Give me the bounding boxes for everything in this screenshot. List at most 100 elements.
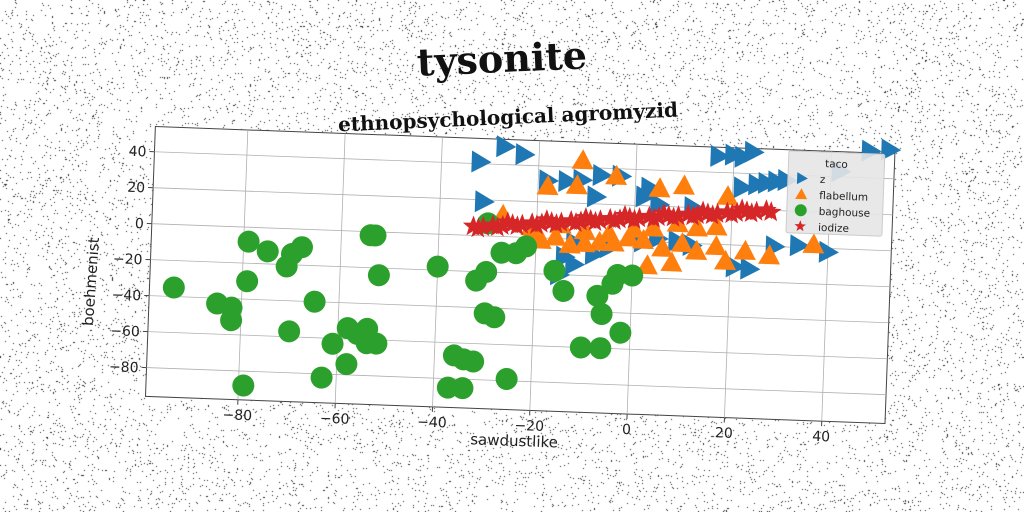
y-grid-line: [147, 331, 888, 360]
legend-flabellum-marker: [795, 188, 808, 200]
flabellum-marker: [631, 228, 654, 250]
z-marker: [880, 138, 902, 161]
z-marker: [471, 150, 492, 173]
legend-iodize-marker: [794, 220, 806, 232]
y-axis-label: boehmenist: [79, 237, 103, 327]
z-marker: [496, 135, 517, 158]
flabellum-marker: [573, 219, 596, 240]
flabellum-marker: [588, 230, 611, 252]
x-grid-line: [334, 133, 346, 404]
baghouse-marker: [220, 309, 243, 332]
flabellum-marker: [617, 226, 640, 247]
flabellum-marker: [685, 239, 708, 261]
legend-flabellum-label: flabellum: [819, 190, 868, 204]
legend-baghouse-marker: [794, 204, 807, 217]
flabellum-marker: [758, 244, 781, 265]
flabellum-marker: [544, 225, 567, 246]
baghouse-marker: [451, 377, 474, 400]
flabellum-marker: [672, 174, 695, 195]
y-tick-label: 20: [127, 180, 145, 197]
iodize-marker: [487, 216, 509, 237]
flabellum-marker: [733, 239, 756, 261]
series-flabellum: [491, 149, 825, 275]
grid-lines: [146, 129, 894, 422]
iodize-marker: [565, 212, 587, 233]
legend: taco z flabellum baghouse iodize: [785, 150, 886, 237]
y-tick-label: −40: [111, 287, 141, 304]
iodize-marker: [662, 206, 684, 227]
plot-area: −80 −60 −40 −20 0 20 40 −80 −60 −40 −20 0 20 40 taco…: [109, 126, 902, 451]
iodize-marker: [497, 211, 519, 232]
iodize-marker: [614, 204, 636, 225]
baghouse-marker: [236, 270, 259, 293]
x-grid-line: [724, 147, 735, 418]
iodize-marker: [575, 206, 597, 228]
x-tick-label: 40: [812, 429, 830, 446]
iodize-marker: [604, 209, 626, 230]
z-marker: [733, 176, 754, 199]
series-iodize: [462, 198, 782, 238]
x-tick-label: 0: [622, 422, 632, 438]
baghouse-marker: [365, 332, 388, 355]
z-marker: [724, 143, 746, 166]
flabellum-marker: [565, 174, 588, 195]
z-marker: [748, 173, 769, 196]
z-marker: [767, 170, 788, 193]
y-tick-label: −20: [113, 251, 143, 268]
baghouse-marker: [162, 276, 185, 299]
iodize-marker: [643, 207, 665, 228]
iodize-marker: [536, 209, 558, 230]
z-marker: [635, 185, 656, 208]
z-marker: [515, 143, 536, 166]
flabellum-marker: [536, 174, 559, 196]
z-marker: [564, 253, 586, 276]
legend-z-marker: [796, 172, 808, 185]
chart-subtitle: ethnopsychological agromyzid: [338, 98, 679, 137]
iodize-marker: [526, 214, 548, 235]
iodize-marker: [760, 201, 782, 222]
baghouse-marker: [462, 350, 485, 373]
flabellum-marker: [651, 236, 674, 257]
baghouse-marker: [586, 284, 609, 307]
baghouse-marker: [364, 224, 387, 247]
z-marker: [592, 164, 613, 186]
legend-title: taco: [825, 158, 848, 171]
flabellum-marker: [660, 251, 683, 272]
legend-iodize-label: iodize: [818, 222, 849, 235]
x-grid-line: [237, 129, 249, 400]
baghouse-marker: [590, 303, 613, 326]
z-marker: [789, 234, 810, 257]
baghouse-marker: [621, 264, 644, 287]
flabellum-marker: [635, 254, 658, 275]
flabellum-marker: [716, 185, 739, 206]
x-axis-ticks: −80 −60 −40 −20 0 20 40: [222, 399, 830, 445]
z-marker: [740, 257, 761, 280]
baghouse-marker: [475, 260, 498, 283]
baghouse-marker: [609, 321, 632, 344]
baghouse-marker: [426, 255, 449, 278]
iodize-marker: [741, 202, 762, 223]
iodize-marker: [721, 203, 743, 224]
legend-box: [785, 150, 886, 237]
series-baghouse: [162, 212, 644, 400]
x-grid-line: [529, 140, 541, 411]
baghouse-marker: [335, 353, 358, 376]
baghouse-marker: [515, 235, 538, 258]
iodize-marker: [653, 202, 675, 223]
x-axis-label: sawdustlike: [470, 430, 558, 451]
y-tick-label: 40: [128, 144, 146, 161]
baghouse-marker: [483, 306, 506, 329]
legend-items: z flabellum baghouse iodize: [794, 172, 870, 235]
baghouse-marker: [589, 337, 612, 360]
iodize-marker: [506, 215, 528, 236]
baghouse-marker: [321, 332, 344, 355]
flabellum-marker: [670, 232, 693, 253]
baghouse-marker: [232, 374, 255, 397]
flabellum-marker: [605, 164, 628, 186]
flabellum-marker: [648, 177, 671, 198]
flabellum-marker: [705, 215, 728, 236]
baghouse-marker: [303, 290, 326, 313]
y-tick-label: −80: [109, 359, 139, 376]
iodize-marker: [702, 204, 723, 225]
flabellum-marker: [642, 216, 665, 237]
